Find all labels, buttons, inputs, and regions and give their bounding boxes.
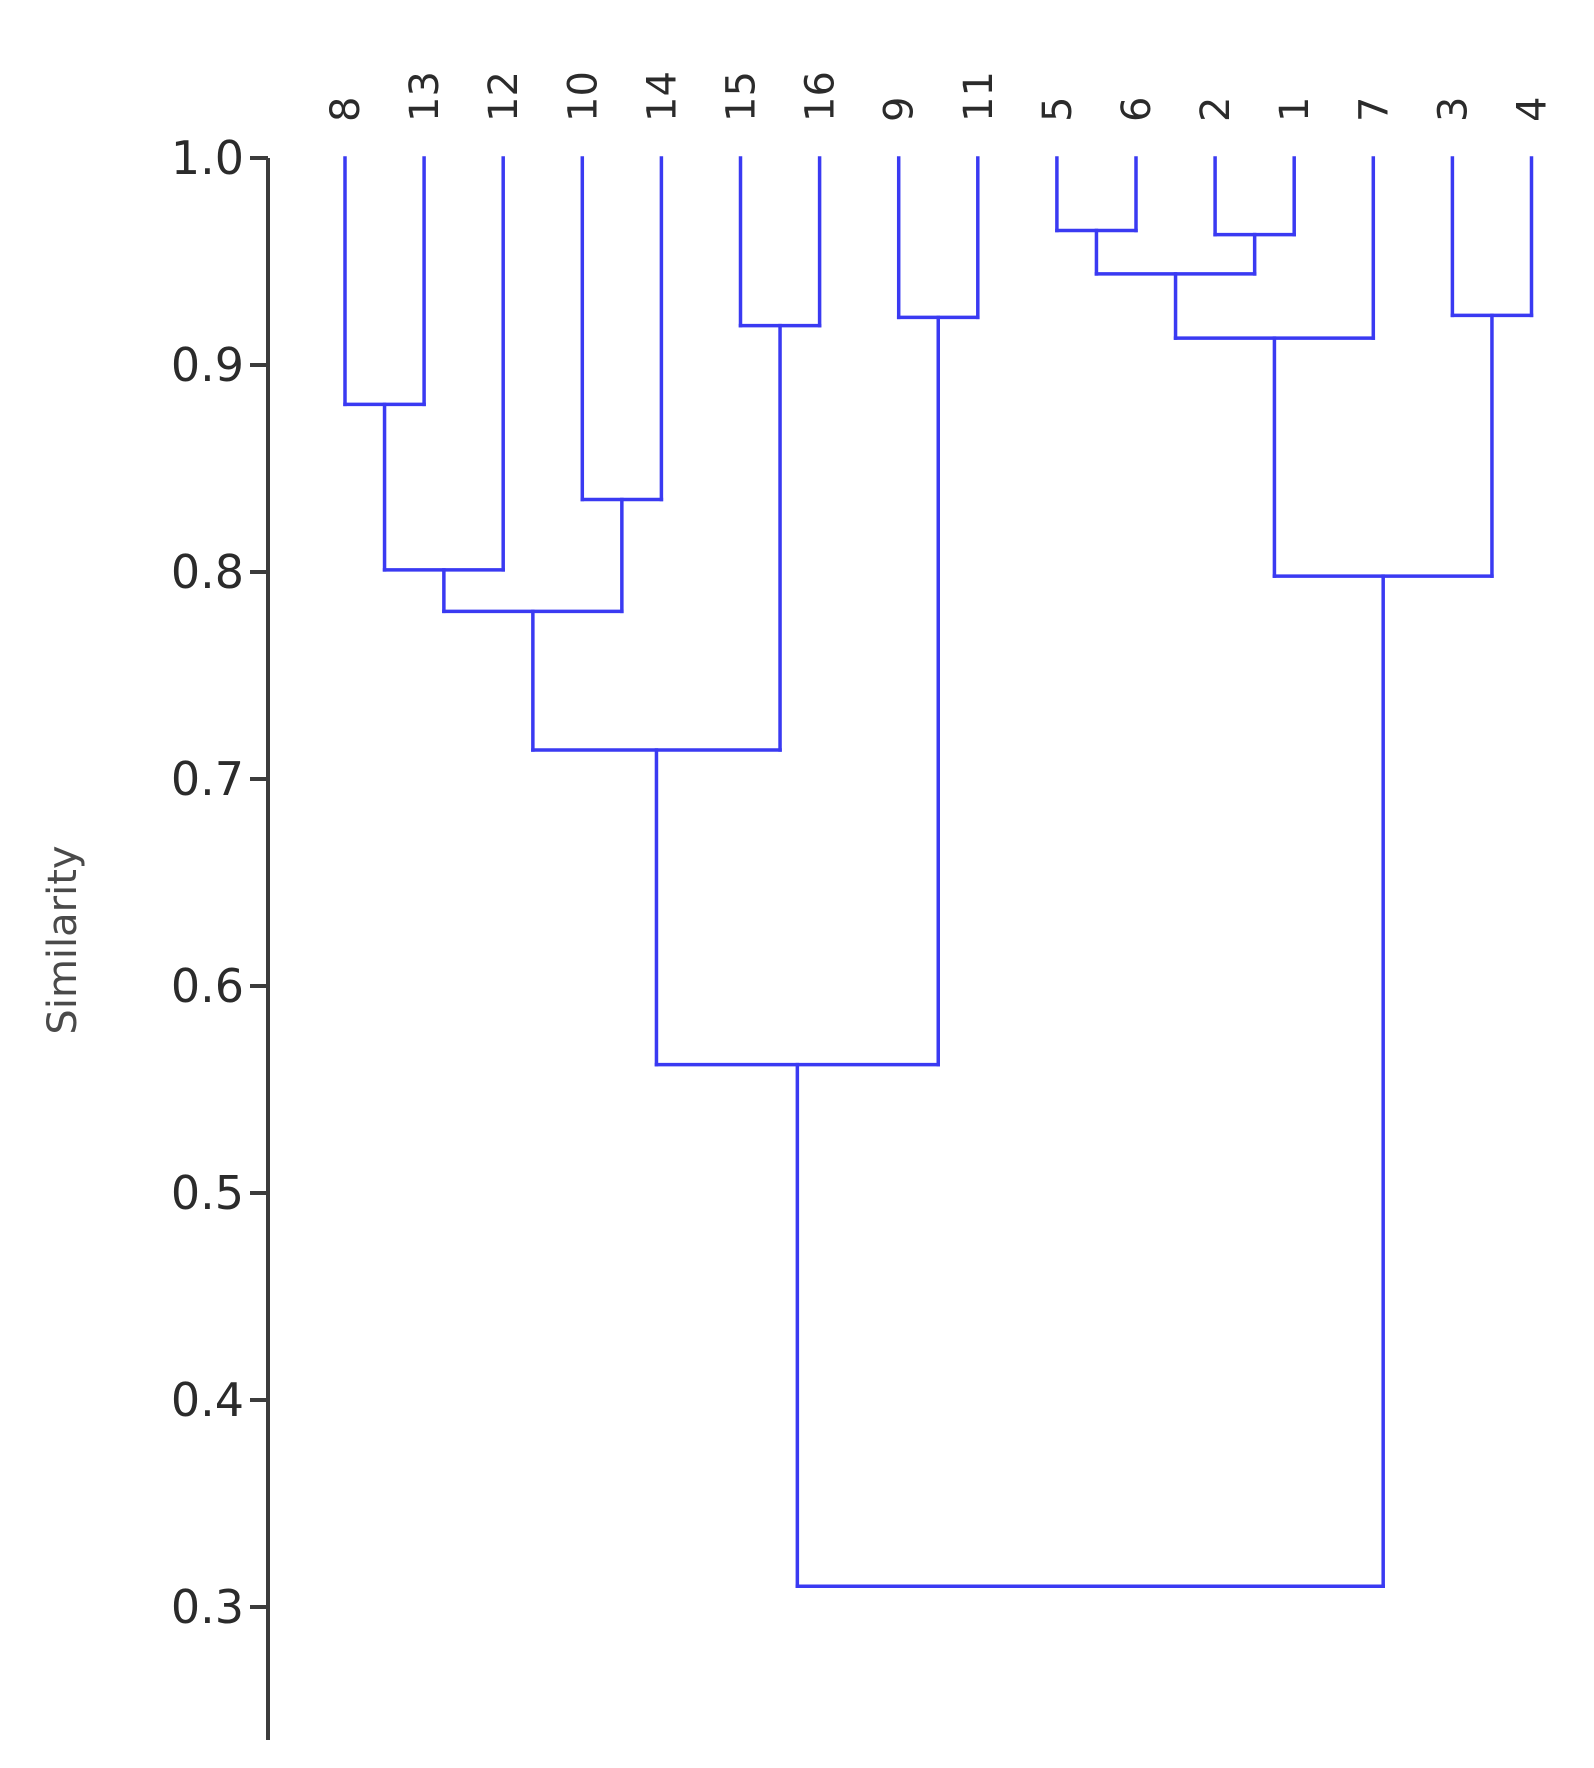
leaf-label: 10 <box>560 71 606 122</box>
leaf-label: 1 <box>1272 97 1318 122</box>
y-tick-label: 1.0 <box>171 131 244 185</box>
y-tick-label: 0.3 <box>171 1580 244 1634</box>
leaf-label: 12 <box>481 71 527 122</box>
leaf-label: 5 <box>1035 97 1081 122</box>
leaf-label: 4 <box>1510 97 1556 122</box>
y-tick-label: 0.9 <box>171 338 244 392</box>
y-tick-label: 0.7 <box>171 752 244 806</box>
leaf-label: 6 <box>1114 97 1160 122</box>
y-tick-label: 0.4 <box>171 1373 244 1427</box>
leaf-label: 14 <box>639 71 685 122</box>
leaf-label: 3 <box>1430 97 1476 122</box>
leaf-label: 13 <box>402 71 448 122</box>
y-axis-title: Similarity <box>40 845 86 1034</box>
y-axis: 1.0 0.9 0.8 0.7 0.6 0.5 0.4 0.3 <box>171 131 270 1740</box>
leaf-label: 15 <box>719 71 765 122</box>
y-tick-label: 0.8 <box>171 545 244 599</box>
leaf-labels: 8 13 12 10 14 15 16 9 11 5 6 2 1 7 3 4 <box>323 71 1556 122</box>
leaf-label: 11 <box>956 71 1002 122</box>
leaf-label: 2 <box>1193 97 1239 122</box>
y-tick-label: 0.6 <box>171 959 244 1013</box>
leaf-label: 9 <box>877 97 923 122</box>
y-tick-label: 0.5 <box>171 1166 244 1220</box>
dendrogram-tree <box>343 156 1534 1589</box>
leaf-label: 8 <box>323 97 369 122</box>
leaf-label: 16 <box>798 71 844 122</box>
leaf-label: 7 <box>1351 97 1397 122</box>
